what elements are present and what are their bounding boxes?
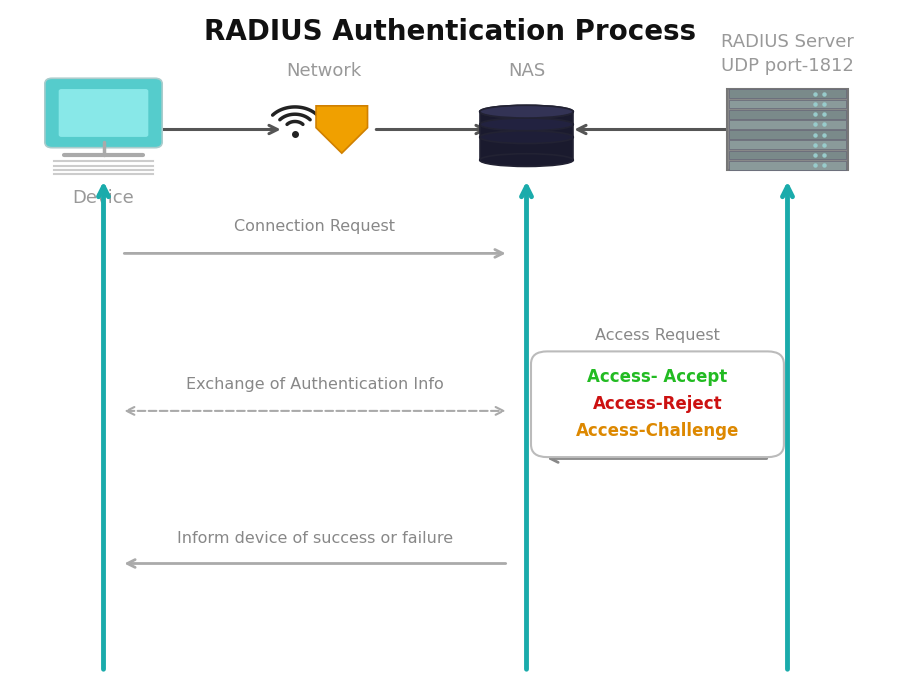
Ellipse shape: [480, 105, 573, 118]
Text: Inform device of success or failure: Inform device of success or failure: [177, 531, 453, 546]
Text: Device: Device: [73, 190, 134, 207]
Ellipse shape: [480, 118, 573, 131]
FancyBboxPatch shape: [729, 110, 846, 118]
FancyBboxPatch shape: [729, 90, 846, 98]
FancyBboxPatch shape: [480, 112, 573, 160]
Text: NAS: NAS: [508, 62, 545, 80]
FancyBboxPatch shape: [729, 161, 846, 169]
FancyBboxPatch shape: [729, 141, 846, 149]
Text: Access Request: Access Request: [595, 328, 719, 343]
FancyBboxPatch shape: [729, 150, 846, 160]
Text: Network: Network: [286, 62, 362, 80]
Text: RADIUS Server
UDP port-1812: RADIUS Server UDP port-1812: [721, 34, 854, 75]
Ellipse shape: [480, 105, 573, 118]
FancyBboxPatch shape: [729, 130, 846, 139]
Text: RADIUS Authentication Process: RADIUS Authentication Process: [204, 18, 696, 46]
Text: Access- Accept: Access- Accept: [588, 368, 727, 386]
FancyBboxPatch shape: [58, 89, 148, 137]
Ellipse shape: [480, 131, 573, 144]
Polygon shape: [316, 106, 367, 153]
FancyBboxPatch shape: [45, 78, 162, 148]
Text: Access-Reject: Access-Reject: [592, 395, 723, 413]
Text: Exchange of Authentication Info: Exchange of Authentication Info: [186, 377, 444, 392]
FancyBboxPatch shape: [729, 99, 846, 108]
Text: Access-Challenge: Access-Challenge: [576, 422, 739, 440]
FancyBboxPatch shape: [726, 89, 849, 170]
FancyBboxPatch shape: [729, 120, 846, 129]
Ellipse shape: [480, 154, 573, 167]
FancyBboxPatch shape: [531, 351, 784, 457]
Text: Connection Request: Connection Request: [235, 220, 395, 235]
